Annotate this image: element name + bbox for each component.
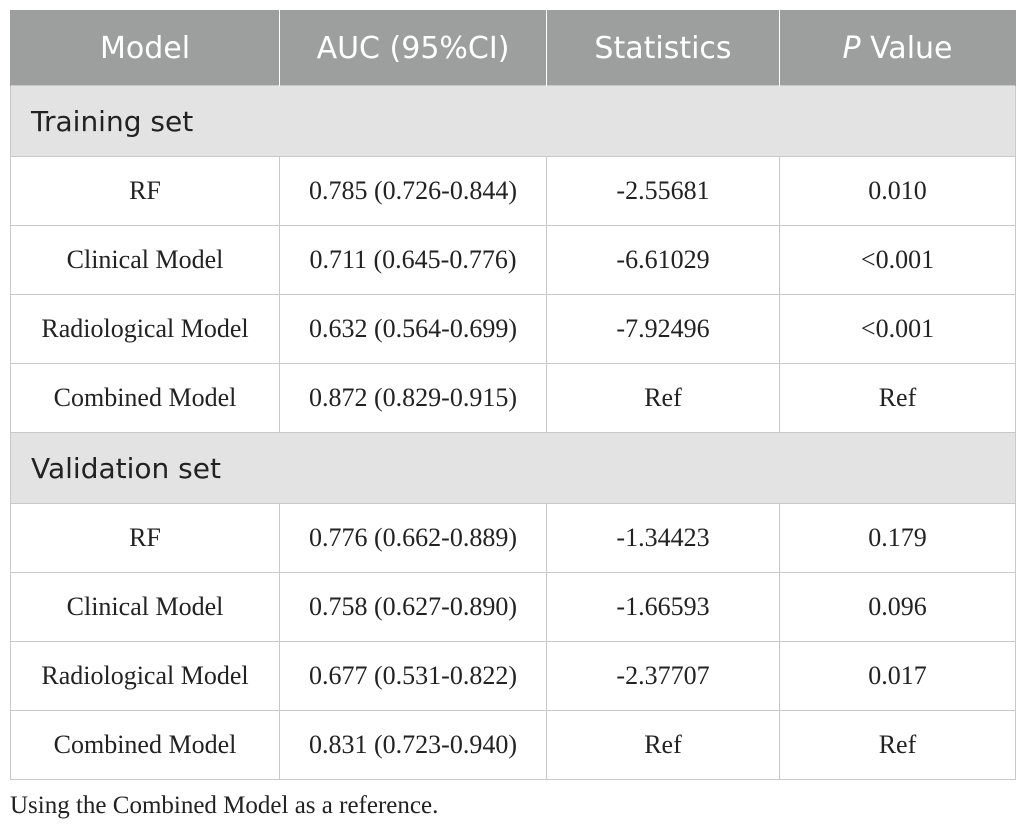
header-statistics: Statistics	[546, 10, 780, 86]
cell-statistics: -2.37707	[546, 641, 780, 711]
header-auc: AUC (95%CI)	[279, 10, 547, 86]
cell-auc: 0.758 (0.627-0.890)	[279, 572, 547, 642]
section-title: Training set	[10, 85, 1016, 157]
results-table: Model AUC (95%CI) Statistics P Value Tra…	[10, 10, 1016, 780]
header-model: Model	[10, 10, 280, 86]
cell-statistics: Ref	[546, 710, 780, 780]
table-row: Clinical Model 0.758 (0.627-0.890) -1.66…	[10, 572, 1016, 642]
cell-model: Combined Model	[10, 363, 280, 433]
cell-model: RF	[10, 503, 280, 573]
cell-auc: 0.711 (0.645-0.776)	[279, 225, 547, 295]
cell-auc: 0.831 (0.723-0.940)	[279, 710, 547, 780]
cell-model: Radiological Model	[10, 641, 280, 711]
cell-auc: 0.776 (0.662-0.889)	[279, 503, 547, 573]
table-row: Radiological Model 0.677 (0.531-0.822) -…	[10, 641, 1016, 711]
cell-statistics: Ref	[546, 363, 780, 433]
cell-p-value: 0.096	[779, 572, 1016, 642]
table-row: Combined Model 0.831 (0.723-0.940) Ref R…	[10, 710, 1016, 780]
cell-statistics: -6.61029	[546, 225, 780, 295]
cell-auc: 0.632 (0.564-0.699)	[279, 294, 547, 364]
table-row: RF 0.776 (0.662-0.889) -1.34423 0.179	[10, 503, 1016, 573]
cell-statistics: -2.55681	[546, 156, 780, 226]
header-p-rest: Value	[860, 30, 953, 66]
table-row: Combined Model 0.872 (0.829-0.915) Ref R…	[10, 363, 1016, 433]
cell-model: Combined Model	[10, 710, 280, 780]
cell-p-value: 0.179	[779, 503, 1016, 573]
table-row: RF 0.785 (0.726-0.844) -2.55681 0.010	[10, 156, 1016, 226]
section-row-validation: Validation set	[10, 432, 1016, 504]
cell-p-value: <0.001	[779, 225, 1016, 295]
cell-p-value: 0.017	[779, 641, 1016, 711]
header-p-value: P Value	[779, 10, 1016, 86]
cell-p-value: <0.001	[779, 294, 1016, 364]
cell-auc: 0.677 (0.531-0.822)	[279, 641, 547, 711]
table-row: Clinical Model 0.711 (0.645-0.776) -6.61…	[10, 225, 1016, 295]
header-p-letter: P	[842, 30, 861, 66]
cell-model: Clinical Model	[10, 225, 280, 295]
table-footnote: Using the Combined Model as a reference.	[10, 792, 439, 819]
table-header-row: Model AUC (95%CI) Statistics P Value	[10, 10, 1016, 86]
cell-p-value: Ref	[779, 363, 1016, 433]
section-title: Validation set	[10, 432, 1016, 504]
cell-auc: 0.785 (0.726-0.844)	[279, 156, 547, 226]
cell-p-value: Ref	[779, 710, 1016, 780]
section-row-training: Training set	[10, 85, 1016, 157]
cell-model: Radiological Model	[10, 294, 280, 364]
cell-statistics: -1.34423	[546, 503, 780, 573]
cell-model: Clinical Model	[10, 572, 280, 642]
cell-p-value: 0.010	[779, 156, 1016, 226]
cell-statistics: -7.92496	[546, 294, 780, 364]
results-table-container: Model AUC (95%CI) Statistics P Value Tra…	[10, 10, 1016, 780]
cell-statistics: -1.66593	[546, 572, 780, 642]
cell-model: RF	[10, 156, 280, 226]
table-row: Radiological Model 0.632 (0.564-0.699) -…	[10, 294, 1016, 364]
cell-auc: 0.872 (0.829-0.915)	[279, 363, 547, 433]
